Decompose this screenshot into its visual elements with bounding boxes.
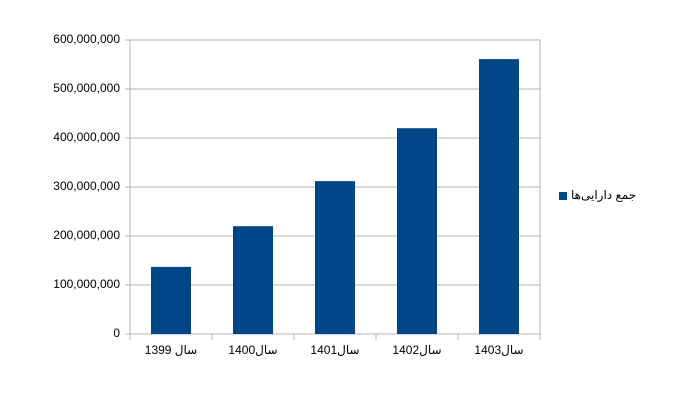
bar: [233, 226, 273, 334]
x-tick-label: سال1401: [310, 343, 359, 357]
bar: [397, 128, 437, 334]
y-tick-label: 400,000,000: [53, 130, 120, 144]
x-tick-label: سال 1399: [145, 343, 197, 357]
x-tick-label: سال1402: [392, 343, 441, 357]
y-tick-label: 0: [113, 326, 120, 340]
x-tick-label: سال1400: [228, 343, 277, 357]
y-tick-label: 300,000,000: [53, 179, 120, 193]
legend-swatch: [559, 192, 567, 200]
x-tick-label: سال1403: [474, 343, 523, 357]
bar: [315, 181, 355, 334]
y-tick-label: 500,000,000: [53, 81, 120, 95]
y-tick-label: 200,000,000: [53, 228, 120, 242]
legend-label: جمع دارایی‌ها: [571, 188, 636, 203]
y-tick-label: 600,000,000: [53, 32, 120, 46]
y-tick-label: 100,000,000: [53, 277, 120, 291]
bar: [151, 266, 191, 334]
bar: [479, 59, 519, 335]
